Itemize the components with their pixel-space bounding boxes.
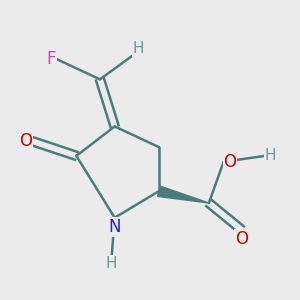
Text: O: O [224, 153, 237, 171]
Text: O: O [235, 230, 248, 247]
Text: H: H [265, 148, 276, 164]
Text: O: O [19, 132, 32, 150]
Text: F: F [46, 50, 56, 68]
Polygon shape [158, 186, 209, 203]
Text: N: N [108, 218, 121, 236]
Text: H: H [106, 256, 118, 271]
Text: H: H [132, 41, 144, 56]
